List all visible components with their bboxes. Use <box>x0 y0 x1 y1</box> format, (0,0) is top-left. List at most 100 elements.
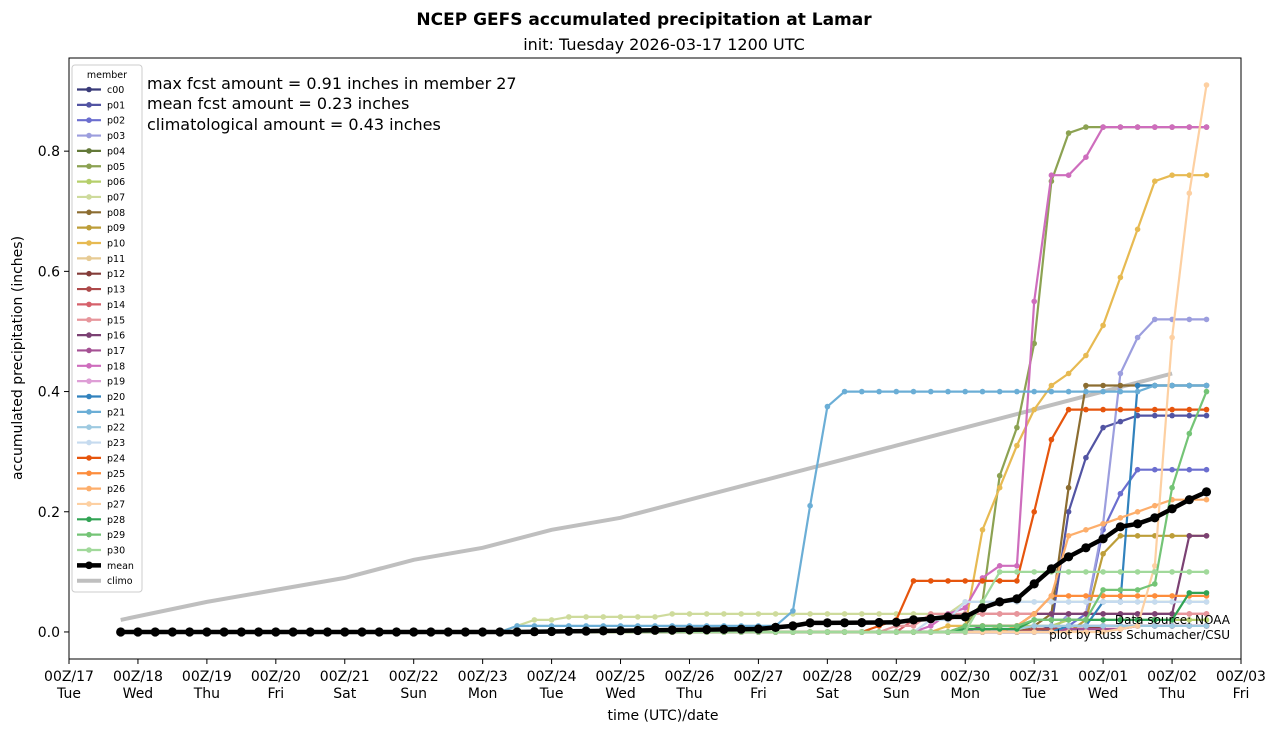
series-p10-point <box>996 484 1003 491</box>
series-p16-point <box>1048 611 1055 617</box>
series-p02-line <box>120 468 1207 634</box>
legend-entry-p24: p24 <box>77 453 125 464</box>
series-mean-point <box>615 626 626 636</box>
series-mean-point <box>1184 495 1194 505</box>
series-mean-point <box>598 626 608 636</box>
legend-label: p30 <box>107 546 125 557</box>
series-p07-point <box>772 611 779 617</box>
series-p18-point <box>928 623 934 629</box>
series-p21-point <box>1203 382 1210 389</box>
series-p05-point <box>1031 340 1037 347</box>
series-p30-point <box>876 629 882 635</box>
legend-label: c00 <box>107 85 124 96</box>
series-mean-point <box>633 625 643 636</box>
series-p24-point <box>945 578 951 584</box>
legend-entry-p14: p14 <box>77 300 125 311</box>
legend-entry-p10: p10 <box>77 239 125 250</box>
x-tick-label: 00Z/02 <box>1147 669 1197 685</box>
series-p25-point <box>1169 593 1175 599</box>
series-p30-point <box>1083 569 1089 575</box>
series-p08-line <box>120 384 1207 634</box>
series-p01-point <box>1100 424 1106 431</box>
legend-swatch-marker <box>86 332 92 338</box>
series-p03-point <box>1152 316 1158 323</box>
series-p03-point <box>1186 316 1193 323</box>
series-p16-point <box>1152 611 1158 617</box>
series-p07-point <box>755 611 762 617</box>
series-p21-point <box>790 608 796 614</box>
legend-entry-p12: p12 <box>77 269 125 280</box>
legend-entry-p06: p06 <box>77 177 125 188</box>
legend-entry-p11: p11 <box>77 254 125 265</box>
series-p27 <box>117 82 1210 635</box>
series-p05-line <box>120 125 1207 634</box>
legend-label: p28 <box>107 515 125 526</box>
x-tick-label: 00Z/01 <box>1078 669 1128 685</box>
series-p23-line <box>120 600 1207 634</box>
series-p28-point <box>1203 590 1210 596</box>
series-p23-point <box>962 599 968 605</box>
legend-entry-p28: p28 <box>77 515 125 526</box>
series-p22-point <box>1048 623 1055 629</box>
series-p23-point <box>1065 599 1072 605</box>
series-p21-point <box>1117 388 1124 395</box>
legend-swatch-marker <box>86 455 92 461</box>
series-mean-point <box>1046 564 1056 574</box>
series-mean-point <box>133 627 143 637</box>
series-p07-point <box>617 614 624 620</box>
series-mean-point <box>667 625 677 635</box>
series-p30-point <box>910 629 917 635</box>
series-mean-point <box>374 627 384 637</box>
series-p22-point <box>1065 623 1072 629</box>
series-p21-point <box>996 388 1003 395</box>
legend-label: p16 <box>107 331 125 342</box>
legend-entry-p03: p03 <box>77 131 125 142</box>
legend-swatch-marker <box>86 409 92 415</box>
series-mean-point <box>271 627 281 637</box>
series-p03-point <box>1203 316 1210 323</box>
series-p10-point <box>1048 382 1055 389</box>
series-p02-point <box>1169 466 1175 473</box>
series-p10-point <box>1203 172 1210 178</box>
series-mean-point <box>995 597 1005 607</box>
legend-entry-p15: p15 <box>77 315 125 326</box>
x-tick-label: 00Z/31 <box>1009 669 1059 685</box>
series-p29-point <box>979 623 986 629</box>
series-p21-point <box>807 502 813 509</box>
series-p02-point <box>1117 490 1124 497</box>
series-p26-point <box>1117 515 1124 521</box>
series-p18-point <box>1152 124 1158 130</box>
series-p29-point <box>1048 617 1055 623</box>
x-tick-day: Sat <box>816 686 839 702</box>
series-p24-point <box>1169 406 1175 413</box>
series-p30-point <box>1186 569 1193 575</box>
series-p21-point <box>979 388 986 395</box>
series-p05-point <box>1083 124 1089 130</box>
series-mean-point <box>1201 487 1212 497</box>
series-p09-point <box>1169 533 1175 539</box>
series-p26-point <box>1100 521 1106 527</box>
legend-swatch-marker <box>86 224 92 231</box>
series-mean-point <box>926 614 936 624</box>
y-tick-label: 0.0 <box>38 625 60 641</box>
legend-swatch-marker <box>86 132 92 139</box>
legend-label: p17 <box>107 346 125 357</box>
series-p23-point <box>1186 599 1193 605</box>
series-p21 <box>117 382 1210 635</box>
series-p29-point <box>1083 617 1089 623</box>
series-p10-point <box>945 623 951 629</box>
legend-swatch-marker <box>86 501 92 507</box>
series-p03-point <box>1117 370 1124 377</box>
series-p27-line <box>120 84 1208 634</box>
series-p30-point <box>1117 569 1124 575</box>
legend-entry-p25: p25 <box>77 469 125 480</box>
series-p18 <box>117 124 1210 635</box>
series-p27-point <box>1152 563 1158 569</box>
x-tick-label: 00Z/30 <box>940 669 990 685</box>
series-p23-point <box>1134 599 1141 605</box>
series-mean-point <box>1064 552 1074 562</box>
series-p21-line <box>120 384 1207 634</box>
series-p01-line <box>120 414 1207 634</box>
legend-entry-p08: p08 <box>77 208 125 219</box>
series-p07-point <box>841 611 848 617</box>
